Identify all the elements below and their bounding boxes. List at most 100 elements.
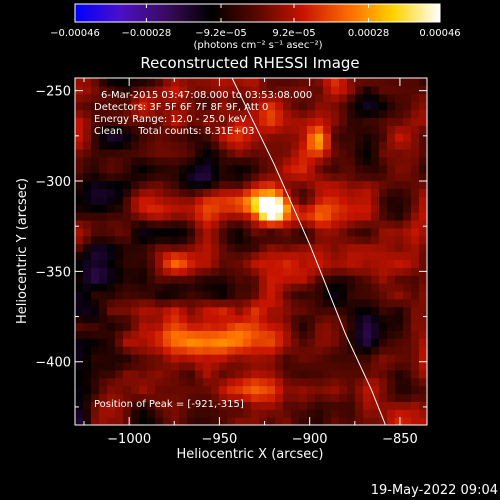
heatmap-cell [163,219,172,229]
heatmap-cell [299,212,308,221]
heatmap-cell [83,409,92,418]
heatmap-cell [179,298,188,308]
heatmap-cell [187,164,196,174]
heatmap-cell [243,417,252,425]
heatmap-cell [115,267,124,276]
heatmap-cell [371,346,380,355]
heatmap-cell [403,188,412,197]
heatmap-cell [171,330,180,339]
heatmap-cell [75,85,84,95]
heatmap-cell [267,275,276,284]
heatmap-cell [275,354,284,363]
heatmap-cell [131,322,140,331]
heatmap-cell [83,212,92,221]
heatmap-cell [355,354,364,363]
heatmap-cell [251,346,260,355]
heatmap-cell [379,251,388,260]
heatmap-cell [219,393,228,402]
heatmap-cell [251,417,260,425]
heatmap-cell [123,227,132,237]
heatmap-cell [411,298,420,308]
heatmap-cell [211,243,220,253]
heatmap-cell [187,219,196,229]
heatmap-cell [379,298,388,308]
heatmap-cell [411,322,420,331]
heatmap-cell [275,243,284,253]
heatmap-cell [275,401,284,410]
heatmap-cell [323,156,332,166]
heatmap-cell [267,93,276,103]
heatmap-cell [115,101,124,111]
heatmap-cell [243,361,252,371]
heatmap-cell [283,156,292,166]
heatmap-cell [107,290,116,300]
heatmap-cell [83,346,92,355]
heatmap-cell [419,338,427,347]
heatmap-cell [107,346,116,355]
heatmap-cell [267,259,276,268]
heatmap-cell [283,133,292,142]
heatmap-cell [219,85,228,95]
heatmap-cell [371,235,380,245]
heatmap-cell [227,180,236,190]
y-tick-label: −250 [35,85,71,100]
heatmap-cell [211,354,220,363]
heatmap-cell [323,338,332,347]
heatmap-cell [387,306,396,316]
heatmap-cell [403,117,412,126]
heatmap-cell [107,417,116,425]
heatmap-cell [339,164,348,174]
heatmap-cell [299,401,308,410]
heatmap-cell [235,117,244,126]
heatmap-cell [323,393,332,402]
heatmap-cell [339,346,348,355]
heatmap-cell [99,93,108,103]
heatmap-cell [299,93,308,103]
plot-frame [74,77,428,426]
heatmap-cell [379,172,388,182]
heatmap-cell [83,306,92,316]
heatmap-cell [331,141,340,150]
heatmap-cell [299,204,308,213]
heatmap-cell [307,125,316,134]
heatmap-cell [123,338,132,347]
heatmap-cell [371,330,380,339]
heatmap-cell [163,330,172,339]
heatmap-cell [323,298,332,308]
heatmap-cell [195,354,204,363]
heatmap-cell [371,385,380,395]
heatmap-cell [91,125,100,134]
heatmap-cell [379,117,388,126]
heatmap-cell [83,275,92,284]
heatmap-cell [387,227,396,237]
heatmap-cell [403,322,412,331]
heatmap-cell [315,393,324,402]
heatmap-cell [195,109,204,119]
colorbar-tick-label: 9.2e−05 [272,28,315,39]
heatmap-cell [99,164,108,174]
heatmap-cell [131,204,140,213]
heatmap-cell [323,354,332,363]
heatmap-cell [211,314,220,324]
heatmap-cell [347,93,356,103]
heatmap-cell [83,148,92,158]
heatmap-cell [123,243,132,253]
heatmap-cell [371,259,380,268]
heatmap-cell [259,164,268,174]
heatmap-cell [347,322,356,331]
heatmap-cell [83,164,92,174]
heatmap-cell [355,235,364,245]
heatmap-cell [155,409,164,418]
heatmap-cell [379,243,388,253]
heatmap-cell [91,235,100,245]
heatmap-cell [91,93,100,103]
heatmap-cell [243,204,252,213]
heatmap-cell [219,188,228,197]
heatmap-cell [275,109,284,119]
heatmap-cell [219,409,228,418]
heatmap-cell [171,101,180,111]
heatmap-cell [259,306,268,316]
heatmap-cell [115,322,124,331]
heatmap-cell [267,298,276,308]
heatmap-cell [387,196,396,205]
